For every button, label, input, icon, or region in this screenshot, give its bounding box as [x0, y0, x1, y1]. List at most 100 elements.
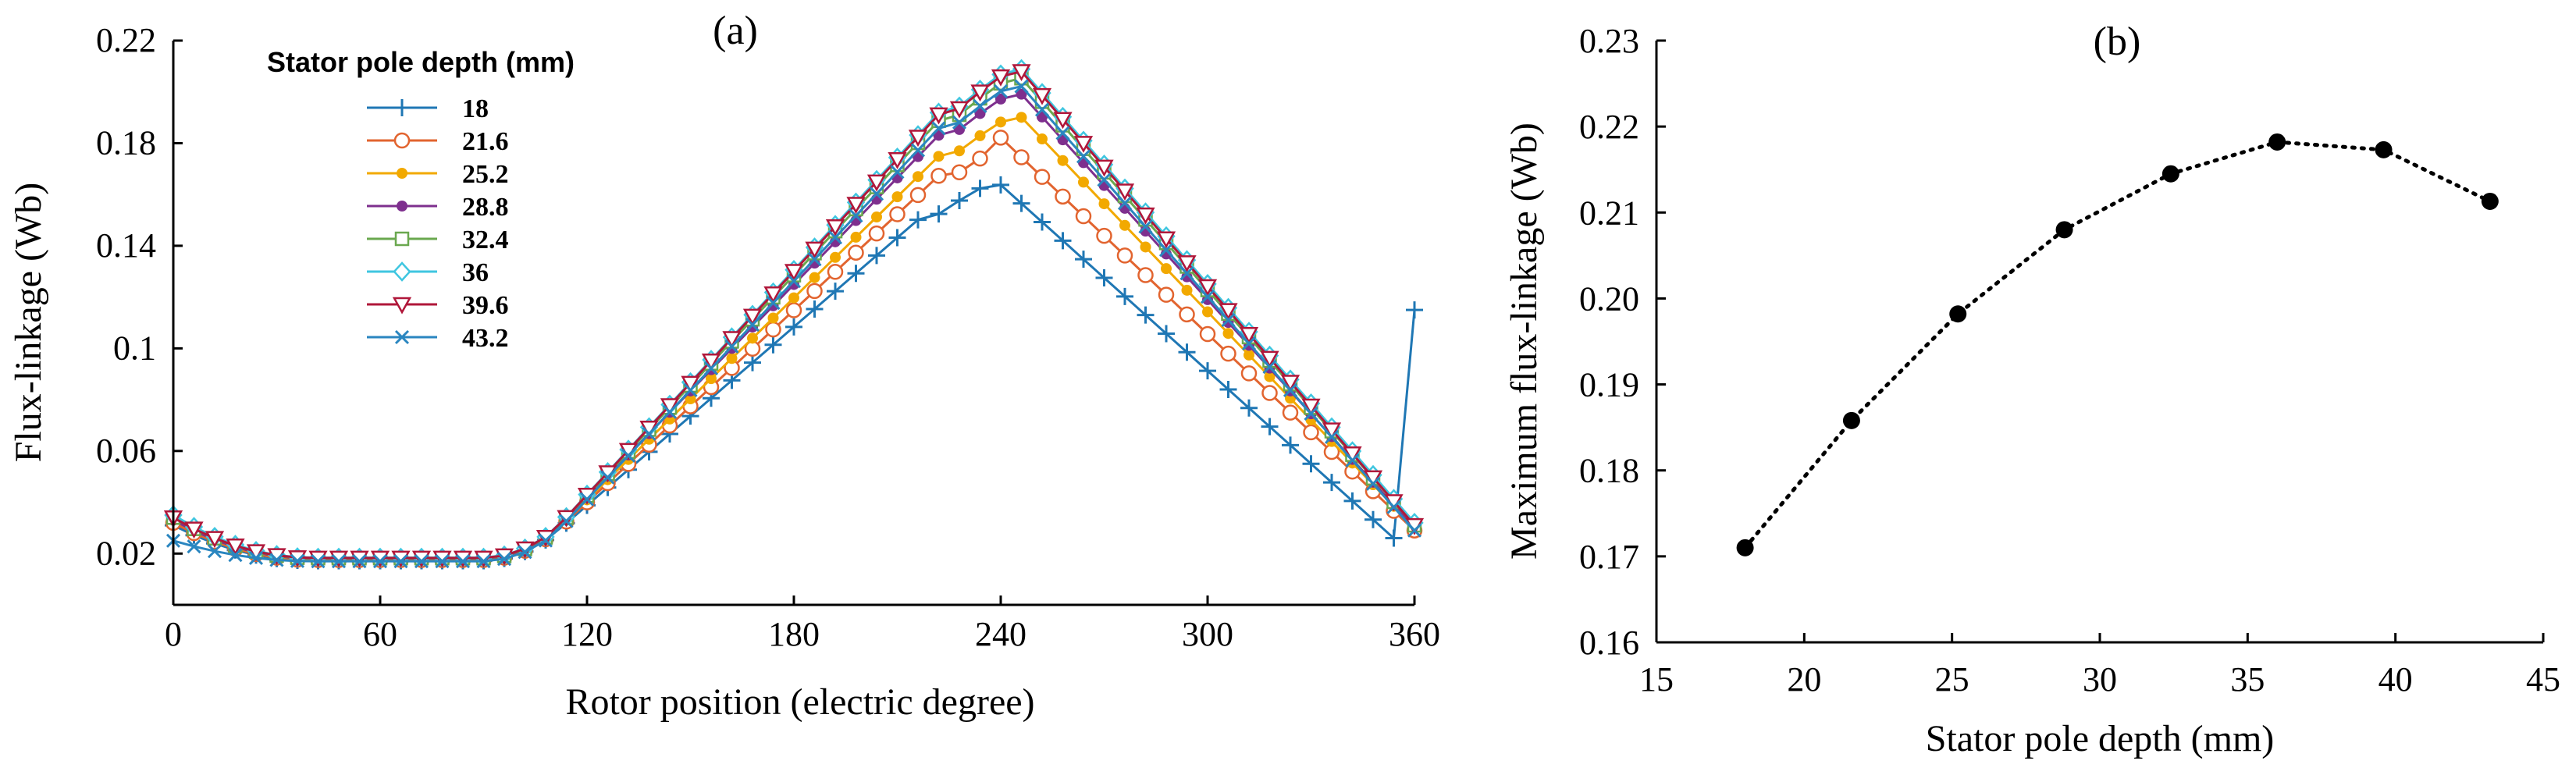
panel-b-dotted-line [1743, 140, 2492, 550]
panel-b-data-point [1736, 539, 1754, 556]
panel-a-legend: Stator pole depth (mm) 18 21.6 25.2 28.8 32.… [267, 46, 575, 353]
legend-marker [392, 297, 412, 315]
panel-b-y-tick-label: 0.18 [1579, 452, 1639, 490]
data-point [747, 332, 758, 344]
legend-item: 25.2 [367, 160, 509, 189]
data-point [742, 308, 763, 326]
data-point [1260, 350, 1279, 368]
panel-a-y-tick-label: 0.1 [113, 329, 156, 367]
legend-label: 39.6 [462, 291, 509, 320]
series-18 [165, 176, 1423, 570]
data-point [784, 264, 804, 282]
data-point [538, 533, 553, 548]
data-point [331, 554, 347, 569]
data-point [1095, 268, 1113, 286]
data-point [1034, 102, 1050, 117]
panel-b-x-axis-label: Stator pole depth (mm) [1926, 718, 2275, 759]
data-point [1075, 208, 1092, 225]
data-point [805, 241, 824, 259]
data-point [1115, 183, 1135, 201]
data-point [866, 174, 887, 192]
data-point [807, 252, 822, 267]
data-point [1199, 362, 1216, 380]
data-point [909, 211, 927, 229]
data-point [1181, 271, 1193, 283]
data-point [929, 107, 948, 125]
data-point [311, 554, 326, 569]
panel-b-y-tick-label: 0.22 [1579, 108, 1639, 146]
data-point [187, 539, 201, 554]
panel-b-data-point [2055, 221, 2073, 239]
data-point [891, 191, 903, 203]
data-point [1220, 345, 1236, 362]
panel-a-x-tick-label: 300 [1182, 615, 1233, 653]
panel-a-x-axis-label: Rotor position (electric degree) [565, 681, 1034, 723]
data-point [1016, 88, 1027, 100]
data-point [1078, 176, 1089, 188]
data-point [1262, 359, 1277, 375]
legend-item: 36 [367, 258, 489, 287]
panel-a-x-tick-label: 0 [165, 615, 182, 653]
data-point [1179, 306, 1195, 323]
data-point [1280, 375, 1300, 393]
data-point [1365, 476, 1381, 491]
data-point [910, 143, 926, 158]
series-43-2 [165, 79, 1422, 569]
data-point [1140, 241, 1151, 253]
data-point [764, 336, 782, 354]
legend-marker [394, 231, 410, 247]
panel-a-y-tick-label: 0.22 [96, 21, 156, 59]
data-point [372, 554, 388, 569]
data-point [1096, 227, 1112, 244]
panel-a-x-tick-label: 240 [975, 615, 1026, 653]
panel-b-y-tick-label: 0.20 [1579, 279, 1639, 318]
data-point [414, 554, 429, 569]
data-point [806, 283, 823, 300]
data-point [1283, 382, 1298, 398]
panel-b-x-tick-label: 20 [1787, 660, 1821, 699]
legend-item: 21.6 [367, 127, 509, 156]
data-point [830, 251, 841, 263]
data-point [1158, 325, 1175, 343]
data-point [973, 98, 987, 113]
data-point [1098, 198, 1110, 210]
data-point [827, 264, 844, 280]
data-point [847, 265, 865, 283]
data-point [1407, 523, 1422, 538]
data-point [763, 286, 783, 304]
data-point [767, 312, 779, 324]
data-point [1301, 398, 1321, 416]
data-point [809, 272, 820, 283]
data-point [1179, 266, 1194, 281]
data-point [1323, 474, 1340, 492]
panel-b-y-tick-label: 0.23 [1579, 22, 1639, 60]
legend-marker [393, 132, 411, 149]
panel-b-x-tick-label: 35 [2230, 660, 2265, 699]
data-point [1386, 499, 1401, 514]
data-point [825, 219, 845, 236]
data-point [1014, 79, 1029, 94]
legend-item: 39.6 [367, 291, 509, 320]
data-point [1282, 404, 1299, 421]
data-point [766, 296, 781, 311]
data-point [1119, 219, 1130, 231]
data-point [1199, 325, 1216, 343]
data-point [1202, 306, 1213, 318]
panel-a-chart: 0 60 120 180 240 300 360 0.02 0.06 0.1 0.14 0.18 0.… [8, 9, 1440, 723]
data-point [352, 554, 367, 569]
data-point [1054, 232, 1072, 250]
data-point [848, 244, 864, 261]
panel-a-label: (a) [713, 9, 758, 53]
data-point [1137, 306, 1155, 324]
panel-a-x-tick-label: 60 [363, 615, 397, 653]
legend-label: 18 [462, 94, 489, 123]
data-point [1156, 231, 1176, 249]
data-point [1197, 279, 1218, 297]
panel-b-x-tick-label: 40 [2379, 660, 2413, 699]
data-point [1057, 155, 1069, 166]
data-point [455, 554, 471, 569]
data-point [1137, 267, 1154, 283]
data-point [949, 101, 970, 119]
panel-b-label: (b) [2094, 20, 2141, 64]
data-point [909, 187, 927, 204]
